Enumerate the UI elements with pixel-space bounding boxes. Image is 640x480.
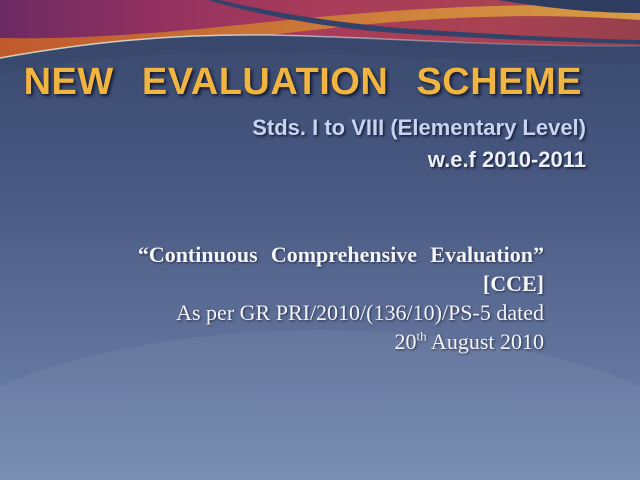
date-month-year: August 2010 <box>426 329 544 354</box>
title-block: NEW EVALUATION SCHEME <box>20 61 582 104</box>
body-text-block: “Continuous Comprehensive Evaluation” [C… <box>20 240 544 356</box>
date-ordinal-suffix: th <box>416 328 427 344</box>
subtitle-block: Stds. I to VIII (Elementary Level) w.e.f… <box>20 112 586 176</box>
date-day: 20 <box>394 329 417 354</box>
body-cce-abbreviation: [CCE] <box>482 271 544 296</box>
subtitle-effective-year-line: w.e.f 2010-2011 <box>427 147 586 172</box>
slide-title: NEW EVALUATION SCHEME <box>23 61 582 103</box>
body-quote-line: “Continuous Comprehensive Evaluation” <box>137 242 544 267</box>
body-gr-reference-line: As per GR PRI/2010/(136/10)/PS-5 dated <box>176 300 544 325</box>
body-date-line: 20th August 2010 <box>20 327 544 356</box>
subtitle-standards-line: Stds. I to VIII (Elementary Level) <box>252 115 586 140</box>
